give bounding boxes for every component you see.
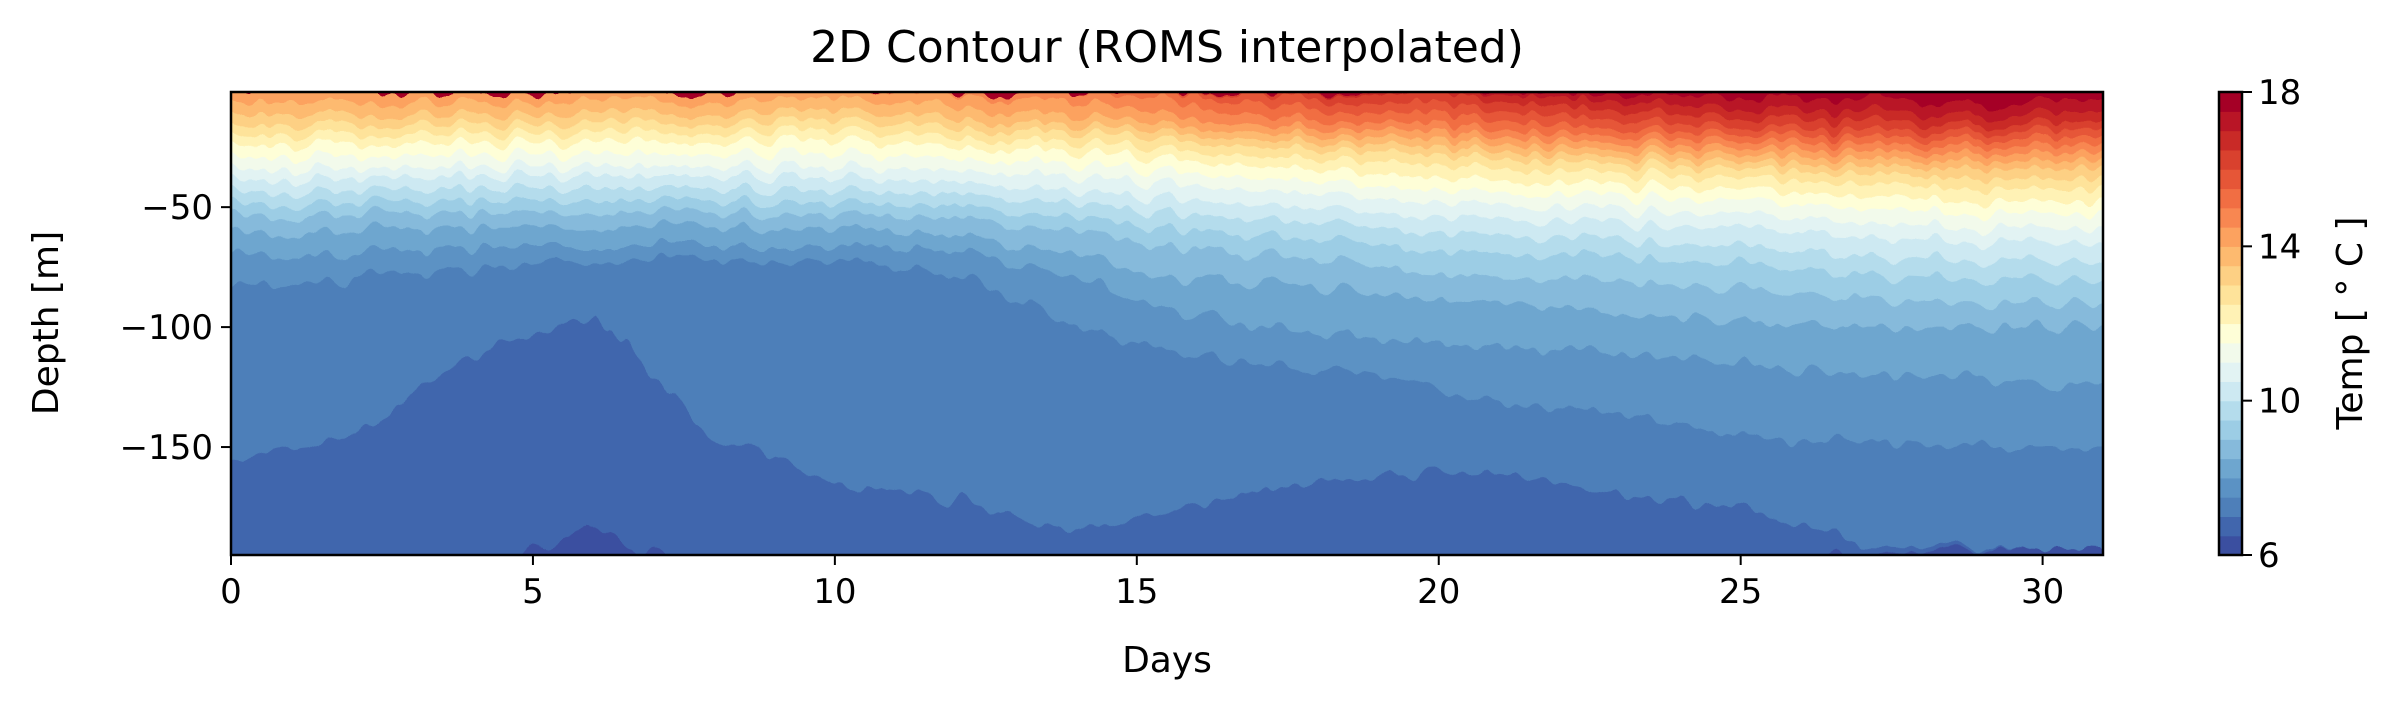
- colorbar-swatch: [2219, 497, 2242, 518]
- colorbar-swatch: [2219, 188, 2242, 209]
- colorbar-swatch: [2219, 477, 2242, 498]
- colorbar-swatch: [2219, 207, 2242, 228]
- colorbar-swatch: [2219, 381, 2242, 402]
- colorbar-tick-label: 18: [2258, 73, 2301, 113]
- y-axis: −50 −100 −150: [120, 188, 231, 468]
- chart-title: 2D Contour (ROMS interpolated): [810, 22, 1524, 73]
- colorbar-swatch: [2219, 92, 2242, 112]
- colorbar-swatch: [2219, 149, 2242, 170]
- contour-band-t16_5: [231, 92, 2103, 126]
- x-tick-label: 10: [813, 572, 856, 612]
- colorbar-swatch: [2219, 458, 2242, 479]
- colorbar-swatch: [2219, 439, 2242, 460]
- x-axis-label: Days: [1122, 640, 1212, 681]
- colorbar-swatch: [2219, 400, 2242, 421]
- contour-plot-area: [231, 92, 2103, 555]
- colorbar-swatch: [2219, 265, 2242, 286]
- colorbar-swatch: [2219, 342, 2242, 363]
- colorbar-swatch: [2219, 419, 2242, 440]
- colorbar-swatch: [2219, 130, 2242, 151]
- y-axis-label: Depth [m]: [26, 231, 67, 415]
- colorbar-label: Temp [ ° C ]: [2330, 217, 2371, 431]
- x-tick-label: 25: [1719, 572, 1762, 612]
- colorbar-swatch: [2219, 111, 2242, 132]
- colorbar-frame: [2217, 90, 2244, 557]
- colorbar-tick-label: 6: [2258, 536, 2280, 576]
- y-tick-label: −150: [120, 428, 213, 468]
- colorbar-swatch: [2219, 169, 2242, 190]
- x-axis: 0 5 10 15 20 25 30: [220, 555, 2064, 612]
- x-tick-label: 20: [1417, 572, 1460, 612]
- colorbar-swatch: [2219, 362, 2242, 382]
- colorbar-tick-label: 14: [2258, 227, 2301, 267]
- colorbar-swatch: [2219, 535, 2242, 556]
- colorbar: 6 10 14 18: [2219, 73, 2301, 576]
- contour-band-t17: [231, 92, 2103, 116]
- y-tick-label: −100: [120, 308, 213, 348]
- y-tick-label: −50: [141, 188, 213, 228]
- x-tick-label: 30: [2021, 572, 2064, 612]
- colorbar-swatch: [2219, 246, 2242, 267]
- colorbar-swatch: [2219, 323, 2242, 344]
- colorbar-swatch: [2219, 516, 2242, 537]
- colorbar-swatch: [2219, 284, 2242, 305]
- x-tick-label: 5: [522, 572, 544, 612]
- colorbar-swatch: [2219, 304, 2242, 325]
- x-tick-label: 0: [220, 572, 242, 612]
- colorbar-swatch: [2219, 227, 2242, 247]
- x-tick-label: 15: [1115, 572, 1158, 612]
- plot-frame: [229, 90, 2105, 557]
- colorbar-tick-label: 10: [2258, 382, 2301, 422]
